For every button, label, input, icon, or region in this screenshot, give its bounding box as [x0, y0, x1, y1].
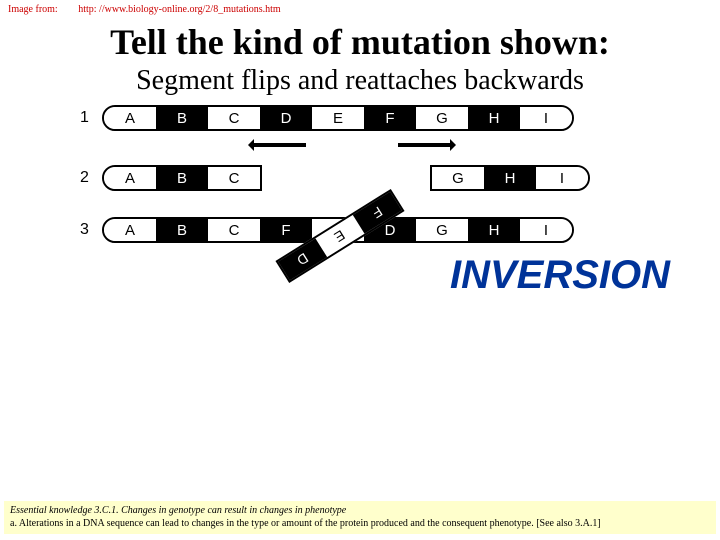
image-attribution: Image from: http: //www.biology-online.o…	[0, 0, 720, 19]
gene-segment: F	[260, 219, 312, 241]
gene-segment: H	[468, 219, 520, 241]
slide-title: Tell the kind of mutation shown:	[0, 21, 720, 63]
gene-segment: F	[364, 107, 416, 129]
attribution-url: http: //www.biology-online.org/2/8_mutat…	[78, 4, 281, 15]
gene-segment: C	[208, 219, 260, 241]
arrow-left-icon	[250, 143, 306, 147]
row-number: 2	[80, 169, 102, 187]
gene-segment: B	[156, 219, 208, 241]
gene-segment: I	[536, 167, 588, 189]
chromosome-row-1: 1 A B C D E F G H I	[80, 105, 640, 131]
gene-segment: G	[416, 219, 468, 241]
row-number: 3	[80, 221, 102, 239]
footer-detail: a. Alterations in a DNA sequence can lea…	[10, 518, 710, 531]
chromosome-left: A B C	[102, 165, 262, 191]
gene-segment: D	[260, 107, 312, 129]
gene-segment: G	[416, 107, 468, 129]
gene-segment: H	[468, 107, 520, 129]
gene-segment: I	[520, 107, 572, 129]
gene-segment: A	[104, 219, 156, 241]
slide-subtitle: Segment flips and reattaches backwards	[0, 65, 720, 97]
gene-segment: A	[104, 167, 156, 189]
chromosome: A B C D E F G H I	[102, 105, 574, 131]
gene-segment: I	[520, 219, 572, 241]
mutation-diagram: 1 A B C D E F G H I 2 A B C D E F	[80, 105, 640, 243]
gene-segment: B	[156, 167, 208, 189]
break-arrows	[102, 141, 640, 159]
gene-segment: C	[208, 107, 260, 129]
gene-segment: A	[104, 107, 156, 129]
gene-segment: C	[208, 167, 260, 189]
essential-knowledge-footer: Essential knowledge 3.C.1. Changes in ge…	[4, 501, 716, 534]
arrow-right-icon	[398, 143, 454, 147]
row-number: 1	[80, 109, 102, 127]
gene-segment: E	[312, 107, 364, 129]
gene-segment: H	[484, 167, 536, 189]
footer-heading: Essential knowledge 3.C.1. Changes in ge…	[10, 505, 710, 518]
attribution-label: Image from:	[8, 4, 58, 15]
chromosome-row-2: 2 A B C D E F G H I	[80, 165, 640, 191]
gene-segment: G	[432, 167, 484, 189]
answer-text: INVERSION	[0, 253, 720, 298]
chromosome-right: G H I	[430, 165, 590, 191]
gene-segment: B	[156, 107, 208, 129]
